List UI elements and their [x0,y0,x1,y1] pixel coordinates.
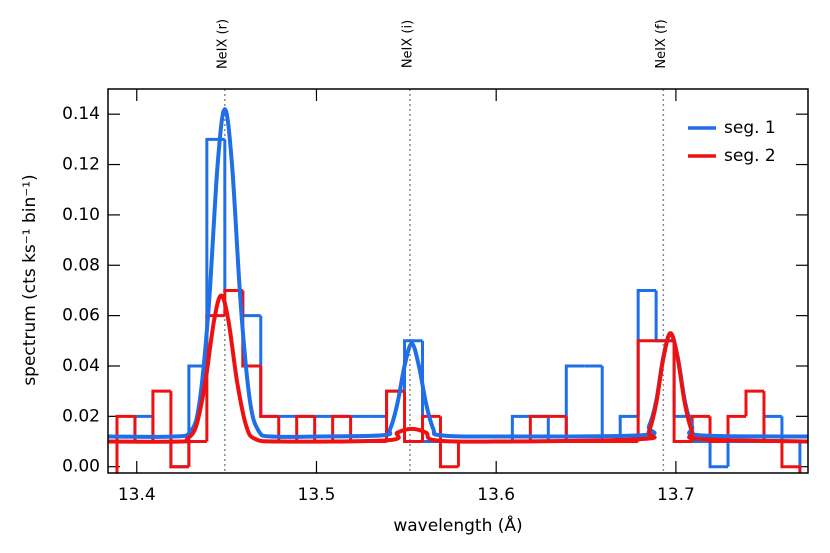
y-tick-label: 0.00 [62,457,100,477]
line-label: NeIX (f) [654,19,669,68]
histogram-step [456,440,477,467]
histogram-step [259,365,279,418]
histogram-step [744,389,764,417]
y-tick-label: 0.06 [62,306,100,326]
x-tick-label: 13.4 [118,485,156,505]
histogram-step [151,389,171,442]
histogram-step [259,315,279,418]
histogram-step [726,440,746,467]
histogram-step [205,314,225,442]
x-tick-label: 13.5 [298,485,336,505]
model-curve [108,107,808,439]
y-tick-label: 0.08 [62,255,100,275]
histogram-step [636,288,657,417]
legend-label: seg. 2 [724,146,776,166]
line-label: NeIX (i) [400,20,415,68]
histogram-step [403,391,423,444]
y-tick-label: 0.12 [62,155,100,175]
histogram-step [564,364,585,442]
legend-label: seg. 1 [724,118,776,138]
y-tick-label: 0.14 [62,104,100,124]
histogram-step [726,414,746,442]
histogram-step [241,290,261,318]
histogram-step [780,416,802,473]
y-axis-label: spectrum (cts ks⁻¹ bin⁻¹) [20,174,40,385]
histogram-step [115,440,135,473]
x-tick-label: 13.6 [477,485,515,505]
x-axis-label: wavelength (Å) [393,514,522,536]
histogram-step [708,441,729,469]
histogram-step [672,340,693,444]
plot-frame [107,88,809,474]
histogram-step [169,441,189,469]
x-tick-label: 13.7 [657,485,695,505]
histogram-step [510,414,531,442]
histogram-step [115,414,135,473]
histogram-step [636,339,657,442]
y-tick-label: 0.02 [62,406,100,426]
y-tick-label: 0.04 [62,356,100,376]
histogram-step [187,440,207,467]
line-label: NeIX (r) [215,19,230,69]
model-curve [108,293,808,444]
histogram-step [780,441,802,473]
histogram-step [528,414,549,442]
histogram-step [618,414,639,442]
histogram-step [169,391,189,469]
histogram-step [331,414,351,442]
histogram-step [600,365,621,444]
histogram-step [438,416,459,469]
histogram-step [295,414,315,442]
y-tick-label: 0.10 [62,205,100,225]
